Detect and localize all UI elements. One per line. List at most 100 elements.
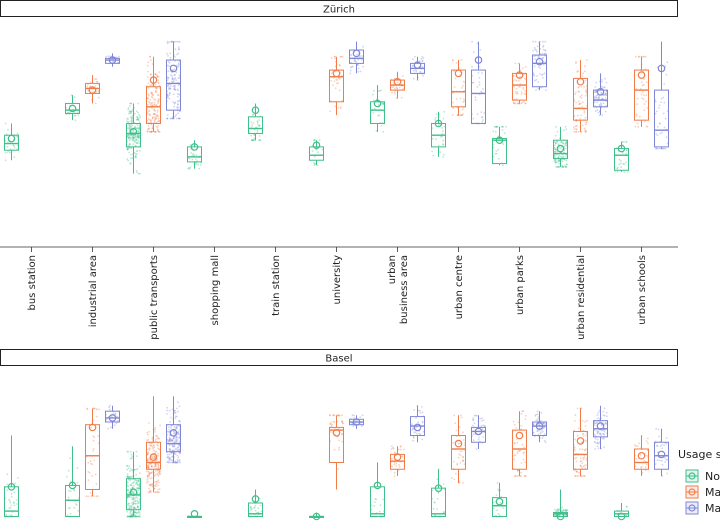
jitter-point [131,108,134,111]
mean-marker [393,77,402,86]
jitter-point [360,55,362,57]
jitter-point [176,105,179,108]
jitter-point [132,136,135,139]
jitter-point [167,84,170,87]
jitter-point [136,483,139,486]
jitter-point [249,507,252,509]
jitter-point [129,126,132,129]
x-tick-label: shopping mall [210,255,221,325]
box-shopping-mall-1 [187,140,203,170]
jitter-point [542,56,544,59]
jitter-point [382,102,384,104]
jitter-point [130,111,133,113]
jitter-point [154,73,157,75]
jitter-point [168,428,171,431]
jitter-point [127,137,130,140]
jitter-point [148,101,151,104]
x-tick-label: urban [387,255,398,284]
jitter-point [556,140,558,143]
jitter-point [133,490,135,493]
jitter-point [517,62,520,65]
iqr-box [532,421,547,436]
jitter-point [573,128,576,130]
jitter-point [192,152,194,155]
jitter-point [150,103,153,105]
jitter-point [330,425,333,428]
jitter-point [602,102,605,105]
jitter-point [90,426,92,429]
jitter-point [126,475,129,478]
box-urban-parks-1 [492,481,507,518]
jitter-point [636,445,639,447]
jitter-point [134,514,136,517]
jitter-point [132,506,135,509]
jitter-point [252,139,255,142]
box-urban-parks-1 [492,125,507,167]
jitter-point [412,435,415,438]
jitter-point [150,472,153,475]
x-tick-label: urban parks [515,255,526,315]
jitter-point [76,467,79,469]
jitter-point [396,87,398,89]
jitter-point [167,460,170,463]
jitter-point [581,420,584,422]
jitter-point [250,126,253,128]
jitter-point [150,84,153,86]
jitter-point [554,151,557,153]
jitter-point [581,467,584,470]
mean-marker [413,423,422,432]
jitter-point [646,454,648,457]
jitter-point [154,110,156,112]
jitter-point [135,139,138,142]
jitter-point [133,480,135,483]
jitter-point [596,442,599,445]
jitter-point [175,461,178,464]
jitter-point [626,505,629,508]
jitter-point [554,134,557,137]
jitter-point [176,53,179,56]
mean-marker [596,87,605,96]
jitter-point [131,117,134,120]
panel-basel: Basel [0,349,678,521]
jitter-point [374,498,377,500]
jitter-point [152,444,155,447]
jitter-point [561,156,564,159]
jitter-point [147,128,150,131]
jitter-point [129,515,132,518]
jitter-point [573,130,575,133]
jitter-point [393,451,396,454]
jitter-point [577,86,580,89]
jitter-point [131,114,134,117]
jitter-point [126,468,128,471]
jitter-point [128,142,131,145]
jitter-point [153,450,156,452]
jitter-point [665,73,668,76]
jitter-point [358,55,361,58]
jitter-point [602,414,605,416]
jitter-point [601,432,604,435]
jitter-point [169,87,172,90]
legend-entry: Ma [685,501,720,515]
jitter-point [412,436,415,439]
jitter-point [577,475,580,477]
jitter-point [562,166,564,168]
jitter-point [601,97,604,100]
jitter-point [600,104,603,106]
jitter-point [174,453,177,456]
jitter-point [127,481,129,484]
jitter-point [173,437,175,440]
jitter-point [645,100,648,103]
jitter-point [584,94,587,97]
jitter-point [514,102,517,105]
jitter-point [137,511,140,514]
box-urban-centre-2 [451,59,466,116]
jitter-point [154,428,156,431]
jitter-point [597,431,600,434]
jitter-point [453,414,456,417]
jitter-point [391,86,393,89]
jitter-point [340,55,342,58]
jitter-point [128,124,130,127]
jitter-point [554,149,557,151]
jitter-point [584,130,587,133]
jitter-point [372,112,375,114]
